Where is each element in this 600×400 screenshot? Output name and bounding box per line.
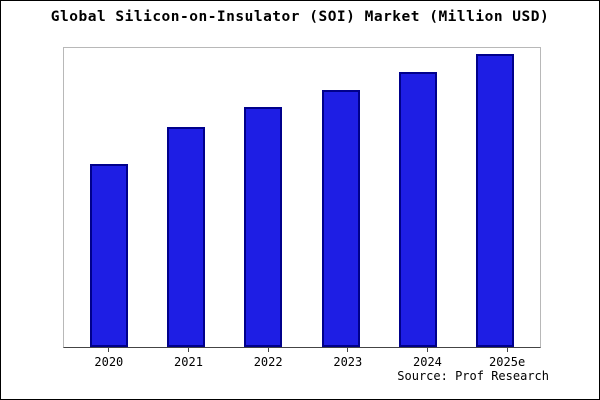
x-tick-cell-2023: 2023 <box>329 348 367 369</box>
x-tick-cell-2022: 2022 <box>249 348 287 369</box>
tick-mark <box>506 348 508 352</box>
bar-2024 <box>398 71 437 347</box>
bar-column-2021 <box>166 48 205 347</box>
bar-column-2023 <box>321 48 360 347</box>
bar-2020 <box>89 163 128 347</box>
bar-column-2025e <box>476 48 515 347</box>
bar-column-2020 <box>89 48 128 347</box>
x-tick-cell-2025e: 2025e <box>488 348 526 369</box>
x-axis-labels: 2020 2021 2022 2023 2024 2025e <box>63 348 553 369</box>
x-tick-cell-2024: 2024 <box>408 348 446 369</box>
x-tick-label: 2024 <box>413 355 442 369</box>
x-tick-label: 2023 <box>333 355 363 369</box>
bar-column-2024 <box>398 48 437 347</box>
x-tick-label: 2025e <box>489 355 526 369</box>
bar-2021 <box>166 127 205 347</box>
tick-mark <box>426 348 428 352</box>
tick-mark <box>187 348 189 352</box>
x-tick-label: 2021 <box>174 355 203 369</box>
source-note: Source: Prof Research <box>397 369 549 383</box>
tick-mark <box>108 348 110 352</box>
chart-title: Global Silicon-on-Insulator (SOI) Market… <box>50 9 550 25</box>
x-tick-cell-2020: 2020 <box>90 348 128 369</box>
x-tick-label: 2022 <box>253 355 283 369</box>
tick-mark <box>347 348 349 352</box>
bar-column-2022 <box>244 48 283 347</box>
plot-area <box>63 47 541 348</box>
bar-2025e <box>476 53 515 347</box>
x-tick-label: 2020 <box>94 355 124 369</box>
x-tick-cell-2021: 2021 <box>169 348 207 369</box>
bar-2022 <box>244 107 283 347</box>
bar-2023 <box>321 89 360 347</box>
tick-mark <box>267 348 269 352</box>
